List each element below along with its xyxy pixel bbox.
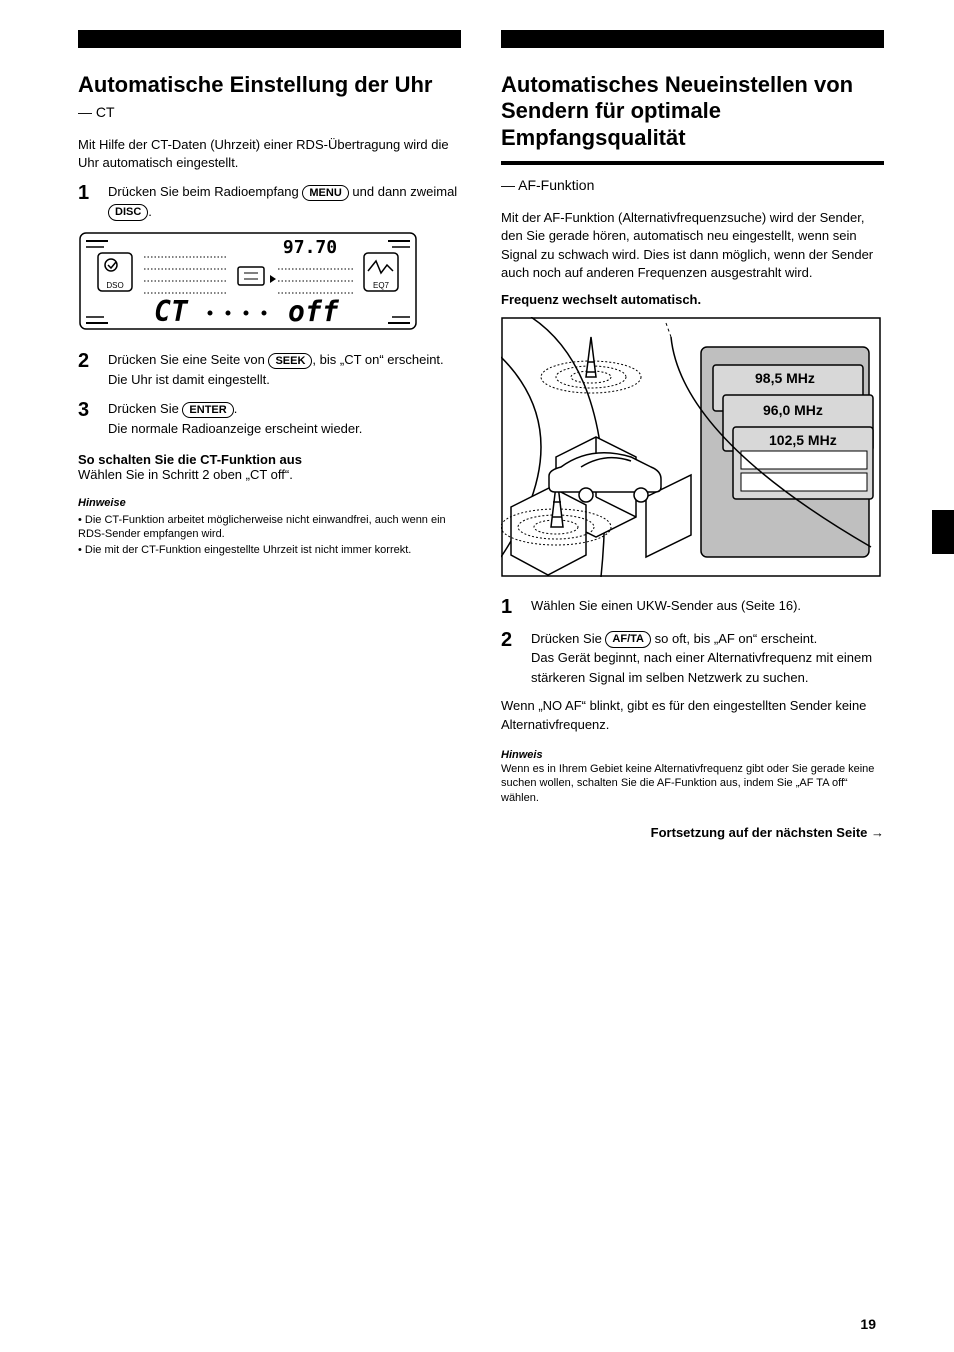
left-column: Automatische Einstellung der Uhr — CT Mi… bbox=[78, 30, 461, 840]
step-text: Drücken Sie AF/TA so oft, bis „AF on“ er… bbox=[531, 629, 884, 688]
step-text-part: Drücken Sie beim Radioempfang bbox=[108, 184, 302, 199]
right-subtitle: — AF-Funktion bbox=[501, 177, 884, 193]
step-1: 1 Drücken Sie beim Radioempfang MENU und… bbox=[78, 182, 461, 221]
cancel-text: Wählen Sie in Schritt 2 oben „CT off“. bbox=[78, 467, 461, 482]
step-3: 3 Drücken Sie ENTER. Die normale Radioan… bbox=[78, 399, 461, 438]
note-text: Die CT-Funktion arbeitet möglicherweise … bbox=[78, 514, 446, 540]
step-2: 2 Drücken Sie eine Seite von SEEK, bis „… bbox=[78, 350, 461, 389]
step-text-part: Drücken Sie bbox=[531, 631, 605, 646]
eq7-label: EQ7 bbox=[373, 281, 390, 290]
step-after-text: Das Gerät beginnt, nach einer Alternativ… bbox=[531, 650, 872, 685]
note-text: Die mit der CT-Funktion eingestellte Uhr… bbox=[85, 544, 411, 556]
step-number: 2 bbox=[78, 350, 98, 389]
disc-button-label: DISC bbox=[108, 204, 148, 220]
step-text-part: . bbox=[148, 204, 152, 219]
step-text-part: Drücken Sie eine Seite von bbox=[108, 352, 268, 367]
frequency-value: 97.70 bbox=[283, 237, 337, 258]
right-title: Automatisches Neueinstellen von Sendern … bbox=[501, 72, 884, 151]
right-intro: Mit der AF-Funktion (Alternativfrequenzs… bbox=[501, 209, 884, 282]
step-text: Drücken Sie ENTER. Die normale Radioanze… bbox=[108, 399, 461, 438]
page-number: 19 bbox=[860, 1316, 876, 1332]
right-note-block: Hinweis Wenn es in Ihrem Gebiet keine Al… bbox=[501, 748, 884, 805]
step-text-part: Die normale Radioanzeige erscheint wiede… bbox=[108, 421, 362, 436]
step-number: 3 bbox=[78, 399, 98, 438]
step-text-part: und dann zweimal bbox=[352, 184, 457, 199]
freq-1: 98,5 MHz bbox=[755, 370, 815, 386]
right-note-title: Hinweis bbox=[501, 748, 884, 762]
right-column: Automatisches Neueinstellen von Sendern … bbox=[501, 30, 884, 840]
heavy-rule bbox=[501, 161, 884, 165]
right-step-1: 1 Wählen Sie einen UKW-Sender aus (Seite… bbox=[501, 596, 884, 619]
afta-button-label: AF/TA bbox=[605, 631, 651, 647]
side-tab bbox=[932, 510, 954, 554]
freq-caption: Frequenz wechselt automatisch. bbox=[501, 292, 884, 307]
left-intro: Mit Hilfe der CT-Daten (Uhrzeit) einer R… bbox=[78, 136, 461, 172]
left-title: Automatische Einstellung der Uhr bbox=[78, 72, 461, 98]
step-number: 1 bbox=[78, 182, 98, 221]
af-illustration: 98,5 MHz 96,0 MHz 102,5 MHz bbox=[501, 317, 884, 582]
ct-status: off bbox=[288, 295, 340, 328]
step-number: 2 bbox=[501, 629, 521, 688]
continue-text: Fortsetzung auf der nächsten Seite → bbox=[501, 825, 884, 840]
radio-display-illustration: DSO EQ7 bbox=[78, 231, 461, 336]
notes-title: Hinweise bbox=[78, 496, 461, 510]
dso-label: DSO bbox=[106, 281, 123, 290]
ct-label: CT bbox=[154, 295, 189, 328]
step-text-part: Drücken Sie bbox=[108, 401, 182, 416]
section-bar-left bbox=[78, 30, 461, 48]
step-text: Drücken Sie eine Seite von SEEK, bis „CT… bbox=[108, 350, 461, 389]
continue-label: Fortsetzung auf der nächsten Seite bbox=[651, 825, 868, 840]
freq-3: 102,5 MHz bbox=[769, 432, 837, 448]
enter-button-label: ENTER bbox=[182, 402, 233, 418]
section-bar-right bbox=[501, 30, 884, 48]
note-item: • Die mit der CT-Funktion eingestellte U… bbox=[78, 543, 461, 557]
step-text-part: , bis „CT on“ erscheint. bbox=[312, 352, 443, 367]
right-note-text: Wenn es in Ihrem Gebiet keine Alternativ… bbox=[501, 762, 884, 805]
step-text-part: . bbox=[234, 401, 238, 416]
notes-block: Hinweise • Die CT-Funktion arbeitet mögl… bbox=[78, 496, 461, 557]
cancel-heading: So schalten Sie die CT-Funktion aus bbox=[78, 452, 461, 467]
step-text: Wählen Sie einen UKW-Sender aus (Seite 1… bbox=[531, 596, 884, 619]
seek-button-label: SEEK bbox=[268, 353, 312, 369]
step-text: Drücken Sie beim Radioempfang MENU und d… bbox=[108, 182, 461, 221]
arrow-icon: → bbox=[871, 825, 884, 840]
step-text-part: so oft, bis „AF on“ erscheint. bbox=[655, 631, 818, 646]
right-step-2: 2 Drücken Sie AF/TA so oft, bis „AF on“ … bbox=[501, 629, 884, 688]
step-text-part: Die Uhr ist damit eingestellt. bbox=[108, 372, 270, 387]
freq-2: 96,0 MHz bbox=[763, 402, 823, 418]
step-number: 1 bbox=[501, 596, 521, 619]
note-item: • Die CT-Funktion arbeitet möglicherweis… bbox=[78, 513, 461, 542]
left-subtitle: — CT bbox=[78, 104, 461, 120]
menu-button-label: MENU bbox=[302, 185, 348, 201]
right-post: Wenn „NO AF“ blinkt, gibt es für den ein… bbox=[501, 697, 884, 733]
